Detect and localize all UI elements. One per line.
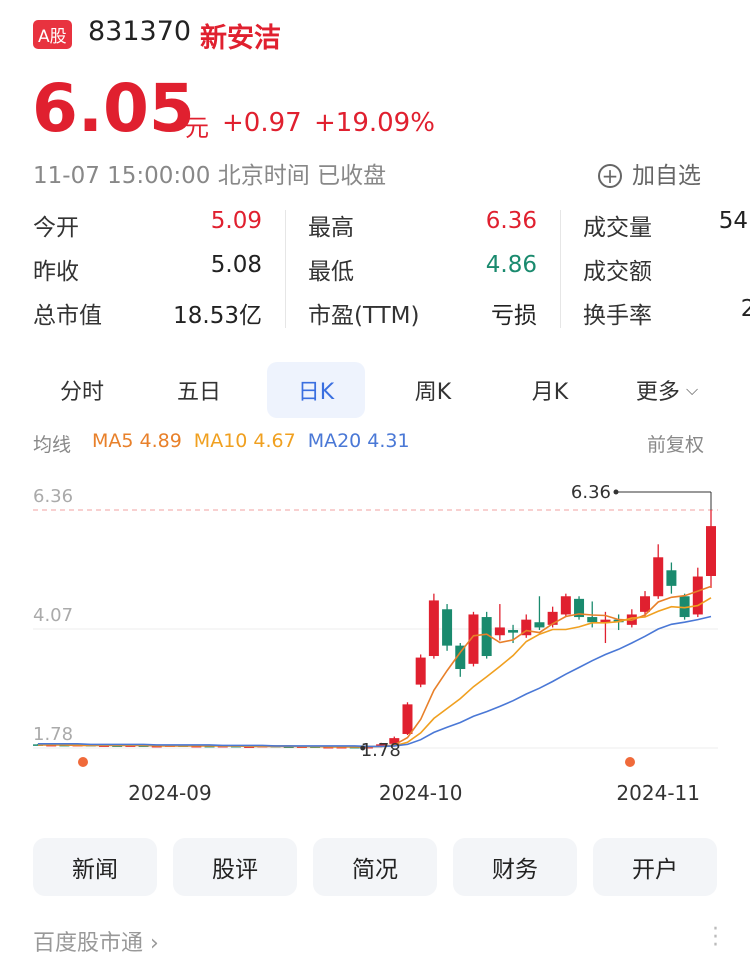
stat-value: 54.9 xyxy=(718,208,750,234)
candle-body xyxy=(666,570,677,586)
ma-line xyxy=(38,615,712,748)
time: 11-07 15:00:00 xyxy=(33,163,211,189)
event-dot xyxy=(78,757,88,767)
high-dot xyxy=(613,489,619,495)
market-badge: A股 xyxy=(33,20,72,49)
candle-body xyxy=(481,617,492,657)
price-percent: +19.09% xyxy=(314,108,435,138)
button[interactable]: 财务 xyxy=(453,838,577,896)
footer-link[interactable]: 百度股市通 › xyxy=(33,931,159,956)
ma-line xyxy=(38,585,712,748)
divider xyxy=(560,210,561,328)
x-tick-label: 2024-11 xyxy=(616,781,700,805)
candle-body xyxy=(706,526,716,576)
stat-value: 18.53亿 xyxy=(173,303,262,329)
stat-value: 20 xyxy=(740,296,750,322)
candle-body xyxy=(640,596,651,612)
candle-body xyxy=(679,596,690,618)
ma-legend-item: MA5 4.89 xyxy=(92,430,182,452)
ma-value: 4.31 xyxy=(367,430,410,452)
stat-label: 最高 xyxy=(308,215,354,241)
footer-text: 百度股市通 xyxy=(33,931,144,956)
watch-label: 加自选 xyxy=(632,163,701,189)
x-tick-label: 2024-10 xyxy=(379,781,463,805)
low-dot xyxy=(360,745,366,751)
ma-value: 4.89 xyxy=(139,430,182,452)
candle-body xyxy=(587,617,598,623)
ma-legend: MA5 4.89 MA10 4.67 MA20 4.31 xyxy=(92,430,422,452)
candle-body xyxy=(415,657,426,685)
ma-name: MA20 xyxy=(307,430,362,452)
tab[interactable]: 日K xyxy=(267,362,365,418)
high-label: 6.36 xyxy=(571,482,611,503)
price-unit: 元 xyxy=(185,114,209,142)
tab[interactable]: 更多 ⌵ xyxy=(635,380,699,405)
event-dot xyxy=(625,757,635,767)
ma-legend-item: MA20 4.31 xyxy=(308,430,410,452)
candle-body xyxy=(389,738,400,744)
stat-label: 最低 xyxy=(308,259,354,285)
y-tick-label: 6.36 xyxy=(33,486,73,507)
candle-body xyxy=(653,557,664,597)
candle-body xyxy=(402,704,413,734)
ma-legend-item: MA10 4.67 xyxy=(194,430,296,452)
tab[interactable]: 周K xyxy=(414,380,452,405)
stat-label: 成交量 xyxy=(583,215,652,241)
kline-chart: 1.78 4.07 6.36 2024-09 2024-10 2024-11 6.36 1.7… xyxy=(33,482,718,805)
zone: 北京时间 xyxy=(217,163,310,189)
ma-name: MA5 xyxy=(92,430,134,452)
y-tick-label: 1.78 xyxy=(33,724,73,745)
stat-label: 总市值 xyxy=(33,303,102,329)
candle-body xyxy=(547,611,558,625)
ma-value: 4.67 xyxy=(253,430,296,452)
tab[interactable]: 月K xyxy=(531,380,569,405)
button[interactable]: 股评 xyxy=(173,838,297,896)
divider xyxy=(285,210,286,328)
candle-body xyxy=(442,609,453,646)
button[interactable]: 新闻 xyxy=(33,838,157,896)
y-tick-label: 4.07 xyxy=(33,605,73,626)
chevron: ⌵ xyxy=(685,380,699,399)
candle-body xyxy=(534,622,545,628)
more-icon[interactable]: · · · xyxy=(712,917,719,958)
stat-label: 今开 xyxy=(33,215,79,241)
candle-body xyxy=(521,619,532,636)
candle-body xyxy=(574,598,585,618)
adjust-mode[interactable]: 前复权 xyxy=(647,434,705,456)
button[interactable]: 开户 xyxy=(593,838,717,896)
candle-body xyxy=(692,576,703,615)
price-change: +0.97 xyxy=(222,108,302,138)
ma-title: 均线 xyxy=(33,434,72,456)
stat-label: 市盈(TTM) xyxy=(308,303,420,329)
candle-body xyxy=(428,600,439,657)
plus-icon: + xyxy=(598,164,622,188)
candle-body xyxy=(600,619,611,623)
x-tick-label: 2024-09 xyxy=(128,781,212,805)
price: 6.05 xyxy=(32,70,195,147)
stock-name: 新安洁 xyxy=(200,23,281,54)
stat-value: 4.86 xyxy=(485,252,537,278)
ma-name: MA10 xyxy=(193,430,248,452)
candle-body xyxy=(455,645,466,670)
stat-label: 换手率 xyxy=(583,303,652,329)
candle-body xyxy=(494,627,505,636)
stat-value: 5.09 xyxy=(210,208,262,234)
button[interactable]: 简况 xyxy=(313,838,437,896)
candle-body xyxy=(468,614,479,664)
tab[interactable]: 五日 xyxy=(176,380,221,405)
stat-label: 成交额 xyxy=(583,259,652,285)
stat-label: 昨收 xyxy=(33,259,79,285)
watch-button[interactable]: + 加自选 xyxy=(598,156,701,190)
candle-body xyxy=(508,630,519,633)
low-label: 1.78 xyxy=(361,740,401,761)
stat-value: 5.08 xyxy=(210,252,262,278)
candle-body xyxy=(560,596,571,615)
status: 已收盘 xyxy=(317,163,387,189)
stat-value: 亏损 xyxy=(491,303,537,329)
quote-time: 11-07 15:00:00 北京时间 已收盘 xyxy=(33,156,386,190)
tab[interactable]: 分时 xyxy=(59,380,104,405)
stock-code: 831370 xyxy=(88,16,192,47)
stat-value: 6.36 xyxy=(485,208,537,234)
